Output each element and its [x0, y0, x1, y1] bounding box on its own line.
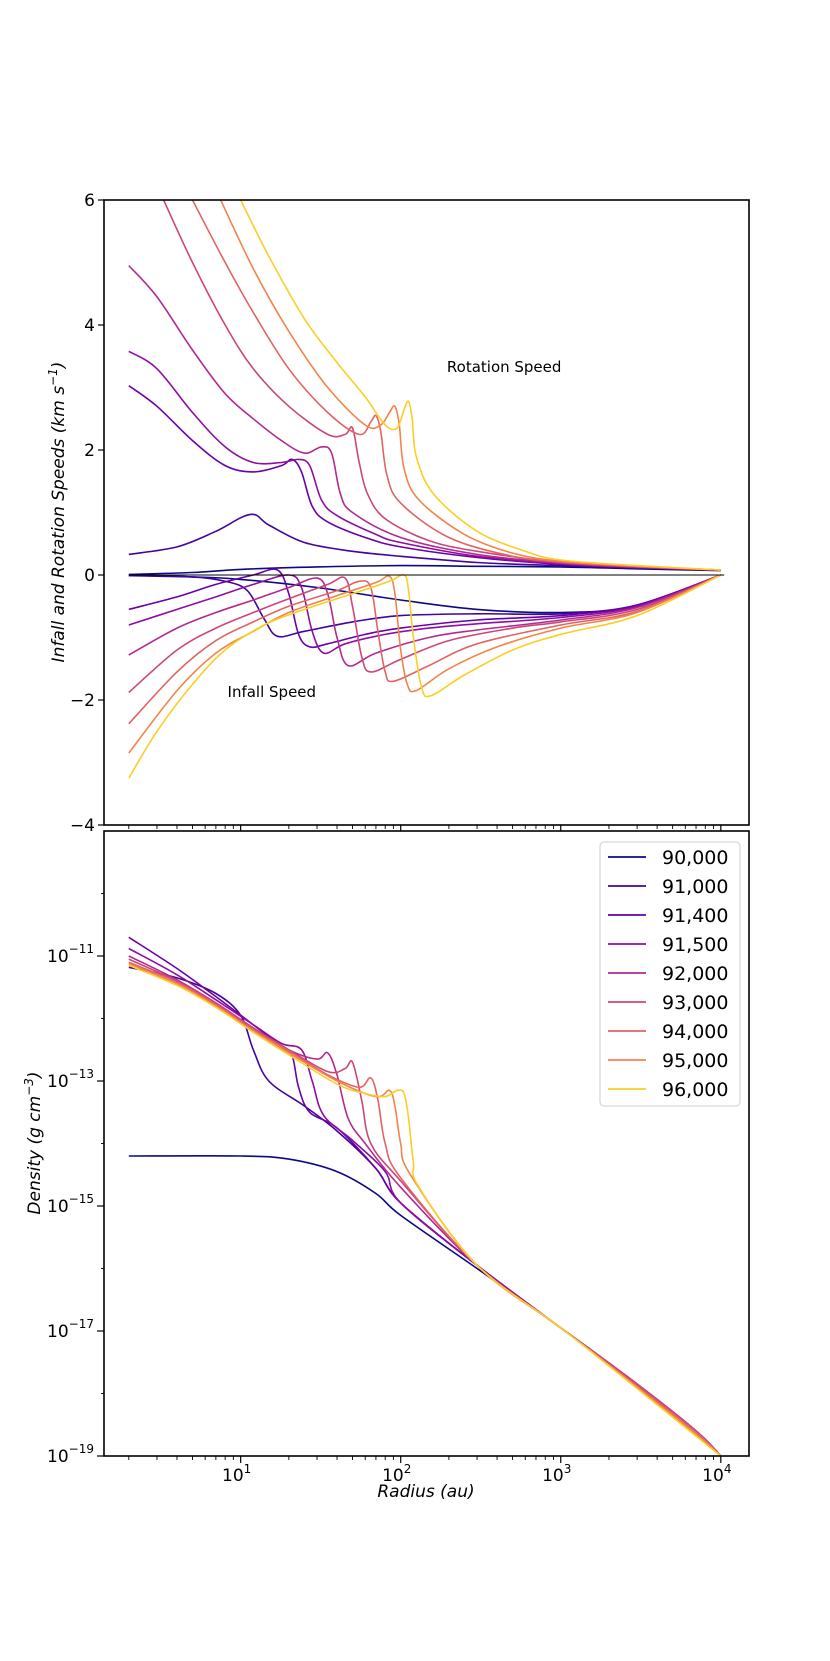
x-tick-label: 102	[382, 1462, 411, 1486]
speed-y-tick-label: 6	[84, 191, 95, 211]
speed-y-tick-label: 2	[84, 441, 95, 461]
density-line-93000	[128, 958, 722, 1456]
x-label-close: )	[466, 1482, 475, 1502]
density-y-tick-base: 10	[47, 1197, 69, 1217]
speed-infall-line-94000	[128, 574, 722, 725]
density-y-tick-exp: −15	[69, 1192, 94, 1206]
density-line-96000	[128, 964, 722, 1456]
density-y-tick-exp: −11	[69, 942, 94, 956]
x-tick-label: 104	[702, 1462, 731, 1486]
speed-y-label-unit: km s	[49, 386, 69, 427]
speed-infall-line-91500	[128, 574, 722, 655]
density-y-tick-label: 10−19	[47, 1442, 94, 1467]
x-tick-exp: 4	[724, 1462, 732, 1476]
speed-rotation-line-92000	[128, 265, 721, 571]
x-tick-base: 10	[222, 1466, 244, 1486]
density-y-tick-label: 10−13	[47, 1067, 94, 1092]
density-y-label-exp: −3	[22, 1078, 36, 1096]
legend-label: 93,000	[662, 992, 728, 1014]
legend-label: 95,000	[662, 1050, 728, 1072]
x-tick-exp: 3	[564, 1462, 572, 1476]
speed-y-axis-label: Infall and Rotation Speeds (km s−1)	[46, 362, 69, 663]
density-y-tick-label: 10−15	[47, 1192, 94, 1217]
speed-infall-line-93000	[128, 574, 722, 694]
speed-y-label-exp: −1	[46, 368, 60, 386]
x-label-unit: au	[447, 1482, 468, 1502]
speed-panel: −4 −2 0 2 4 6 Rotation Speed Infall Speed Inf…	[46, 191, 750, 836]
density-y-tick-exp: −13	[69, 1067, 94, 1081]
speed-infall-line-92000	[128, 574, 722, 667]
density-y-axis-label: Density (g cm−3)	[22, 1071, 45, 1214]
speed-infall-line-91400	[128, 568, 722, 649]
density-y-tick-exp: −19	[69, 1442, 94, 1456]
legend-items: 90,000 91,000 91,400 91,500 92,000 93,000 94,0…	[608, 847, 728, 1101]
x-tick-base: 10	[382, 1466, 404, 1486]
speed-rotation-line-94000	[191, 200, 721, 571]
speed-axes-frame	[103, 199, 750, 826]
density-y-tick-base: 10	[47, 947, 69, 967]
legend: 90,000 91,000 91,400 91,500 92,000 93,000 94,0…	[599, 841, 741, 1107]
speed-curves	[128, 200, 722, 779]
density-y-tick-base: 10	[47, 1322, 69, 1342]
density-y-tick-label: 10−11	[47, 942, 94, 967]
speed-plot-area	[104, 200, 749, 825]
legend-label: 96,000	[662, 1079, 728, 1101]
x-label-main: Radius (	[377, 1482, 448, 1502]
legend-label: 91,400	[662, 905, 728, 927]
x-tick-base: 10	[702, 1466, 724, 1486]
density-y-tick-base: 10	[47, 1447, 69, 1467]
density-curves	[128, 936, 722, 1456]
x-tick-base: 10	[542, 1466, 564, 1486]
rotation-speed-annotation: Rotation Speed	[447, 358, 562, 376]
legend-label: 91,500	[662, 934, 728, 956]
infall-speed-annotation: Infall Speed	[228, 683, 317, 701]
density-y-tick-base: 10	[47, 1072, 69, 1092]
speed-y-tick-label: −2	[70, 691, 95, 711]
legend-label: 92,000	[662, 963, 728, 985]
density-x-ticks: 101 102 103 104	[128, 1456, 731, 1486]
density-y-tick-exp: −17	[69, 1317, 94, 1331]
speed-rotation-line-91500	[128, 350, 721, 571]
speed-rotation-line-96000	[239, 200, 721, 571]
density-y-label-unit: g cm	[25, 1096, 45, 1138]
speed-infall-line-96000	[128, 573, 722, 779]
x-axis-label: Radius (au)	[377, 1482, 474, 1502]
density-y-label-main: Density (	[25, 1137, 45, 1215]
x-tick-exp: 1	[244, 1462, 252, 1476]
density-y-tick-label: 10−17	[47, 1317, 94, 1342]
speed-y-tick-label: 0	[84, 566, 95, 586]
speed-y-tick-label: 4	[84, 316, 95, 336]
x-tick-exp: 2	[404, 1462, 412, 1476]
x-tick-label: 101	[222, 1462, 251, 1486]
speed-rotation-line-95000	[219, 200, 721, 571]
legend-label: 90,000	[662, 847, 728, 869]
legend-label: 91,000	[662, 876, 728, 898]
speed-y-ticks: −4 −2 0 2 4 6	[70, 191, 104, 836]
speed-y-label-close: )	[49, 362, 69, 371]
speed-x-ticks	[128, 825, 722, 832]
speed-y-label-main: Infall and Rotation Speeds (	[49, 425, 69, 662]
legend-box	[599, 841, 741, 1107]
x-tick-label: 103	[542, 1462, 571, 1486]
speed-rotation-line-91000	[128, 513, 721, 571]
speed-y-tick-label: −4	[70, 816, 95, 836]
legend-label: 94,000	[662, 1021, 728, 1043]
density-y-label-close: )	[25, 1071, 45, 1080]
